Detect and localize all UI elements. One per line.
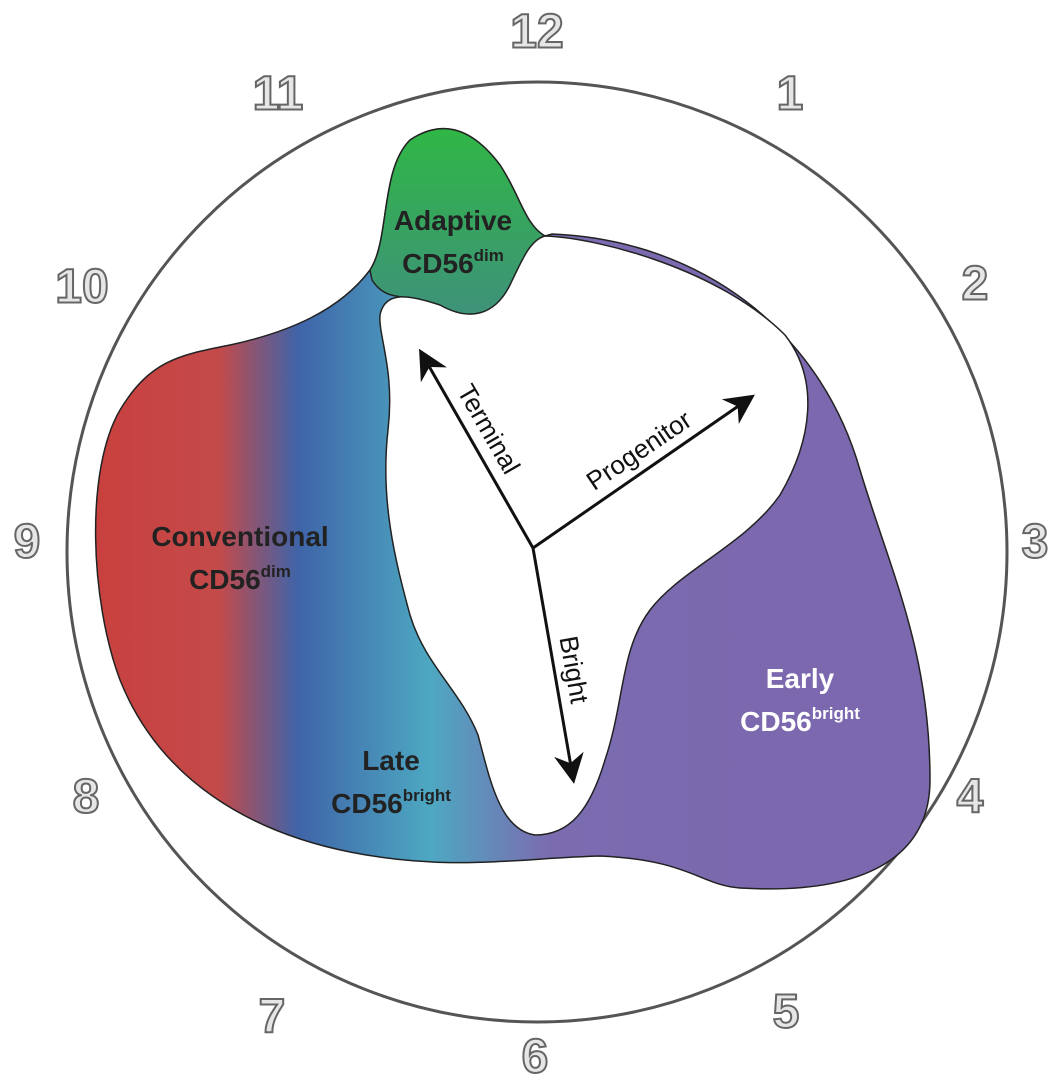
clock-number: 9 (14, 516, 41, 569)
clock-number: 10 (55, 261, 108, 314)
clock-number: 6 (522, 1031, 549, 1084)
clock-number: 4 (957, 771, 984, 824)
superscript: bright (812, 704, 860, 723)
marker: CD56 (189, 564, 261, 595)
marker: CD56 (402, 248, 474, 279)
marker: CD56 (331, 788, 403, 819)
clock-number: 5 (773, 986, 800, 1039)
superscript: dim (261, 562, 291, 581)
superscript: dim (474, 246, 504, 265)
region-name: Adaptive (394, 205, 512, 236)
diagram: Terminal Progenitor Bright AdaptiveCD56d… (0, 0, 1060, 1084)
clock-number: 3 (1022, 516, 1049, 569)
clock-number: 12 (510, 6, 563, 59)
clock-number: 7 (259, 991, 286, 1044)
clock-number: 1 (777, 68, 804, 121)
region-name: Conventional (151, 521, 328, 552)
clock-number: 11 (253, 68, 304, 121)
clock-number: 2 (962, 258, 989, 311)
superscript: bright (403, 786, 451, 805)
region-name: Early (766, 663, 835, 694)
region-name: Late (362, 745, 420, 776)
clock-number: 8 (73, 771, 100, 824)
marker: CD56 (740, 706, 812, 737)
